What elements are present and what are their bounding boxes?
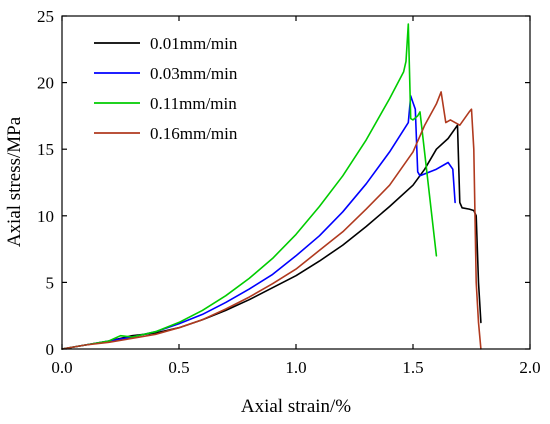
- x-tick-label: 0.5: [168, 358, 189, 377]
- series-line-0-16mm-min: [61, 91, 482, 350]
- legend-label: 0.03mm/min: [150, 64, 238, 83]
- x-tick-label: 2.0: [519, 358, 540, 377]
- y-tick-label: 25: [37, 7, 54, 26]
- legend-label: 0.11mm/min: [150, 94, 237, 113]
- legend-label: 0.16mm/min: [150, 124, 238, 143]
- series-line-0-11mm-min: [61, 23, 438, 350]
- legend: 0.01mm/min 0.03mm/min 0.11mm/min 0.16mm/min: [94, 34, 238, 143]
- x-tick-label: 1.5: [402, 358, 423, 377]
- ticks-layer: 0.0 0.5 1.0 1.5 2.0 0 5 10 15 20 25: [37, 7, 541, 377]
- y-tick-label: 15: [37, 140, 54, 159]
- x-tick-label: 1.0: [285, 358, 306, 377]
- y-axis-title: Axial stress/MPa: [4, 116, 25, 247]
- series-line-0-01mm-min: [61, 124, 482, 350]
- legend-label: 0.01mm/min: [150, 34, 238, 53]
- series-layer: [61, 23, 482, 350]
- y-tick-label: 0: [46, 340, 55, 359]
- y-tick-label: 20: [37, 74, 54, 93]
- y-tick-label: 5: [46, 273, 55, 292]
- x-tick-label: 0.0: [51, 358, 72, 377]
- y-tick-label: 10: [37, 207, 54, 226]
- x-axis-title: Axial strain/%: [241, 396, 351, 417]
